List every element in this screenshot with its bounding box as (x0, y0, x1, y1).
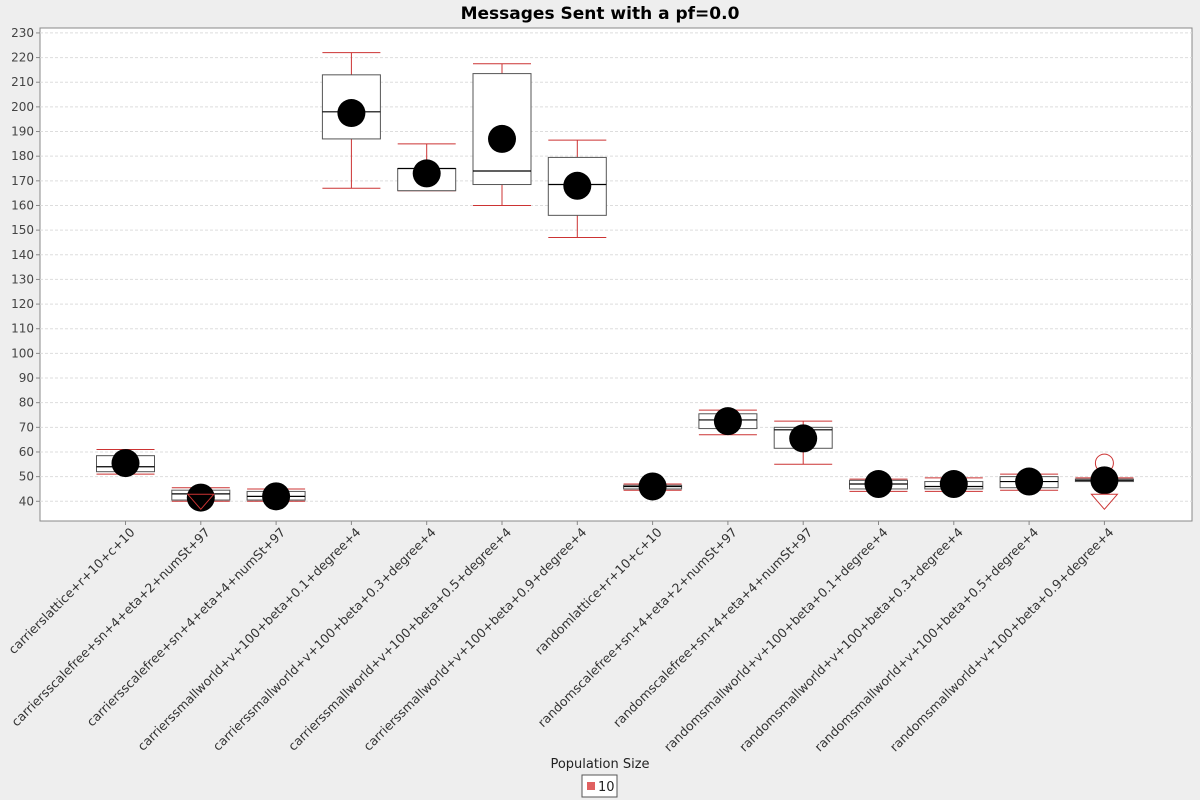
y-tick-label: 230 (11, 26, 34, 40)
legend-swatch (587, 782, 595, 790)
mean-marker (939, 470, 968, 499)
mean-marker (488, 124, 516, 153)
y-tick-label: 50 (19, 470, 34, 484)
y-tick-label: 130 (11, 272, 34, 286)
box-group (397, 143, 457, 192)
box-group (246, 482, 306, 511)
box-group (773, 420, 833, 465)
box-group (472, 63, 532, 206)
mean-marker (713, 407, 742, 436)
mean-marker (1015, 467, 1044, 496)
y-axis: 40 50 60 70 80 90 100 110 120 130 140 150 160 170 180 1… (11, 26, 40, 508)
mean-marker (563, 171, 592, 200)
grid-lines (40, 32, 1192, 502)
box-group (849, 470, 908, 499)
y-tick-label: 190 (11, 125, 34, 139)
x-category-label: randomlattice+r+10+c+10 (532, 524, 665, 657)
legend-title: Population Size (550, 757, 649, 772)
y-tick-label: 70 (19, 420, 34, 434)
legend-item-label: 10 (598, 780, 615, 795)
box-group (623, 472, 683, 501)
box-group (171, 483, 231, 512)
y-tick-label: 180 (11, 149, 34, 163)
y-tick-label: 150 (11, 223, 34, 237)
chart-title: Messages Sent with a pf=0.0 (461, 4, 740, 24)
x-axis: carrierslattice+r+10+c+10carriersscalefr… (5, 521, 1117, 754)
mean-marker (864, 470, 893, 499)
y-tick-label: 100 (11, 346, 34, 360)
y-tick-label: 220 (11, 51, 34, 65)
box-series (96, 52, 1134, 512)
y-tick-label: 210 (11, 75, 34, 89)
mean-marker (1090, 466, 1119, 495)
x-category-label: carrierslattice+r+10+c+10 (5, 524, 137, 656)
mean-marker (337, 99, 366, 128)
outlier-low (186, 493, 215, 511)
y-tick-label: 200 (11, 100, 34, 114)
y-tick-label: 140 (11, 248, 34, 262)
legend: 10 (581, 774, 618, 798)
mean-marker (186, 483, 215, 512)
mean-marker (789, 424, 818, 453)
mean-marker (262, 482, 291, 511)
box-group (547, 139, 607, 239)
y-tick-label: 160 (11, 198, 34, 212)
box-group (924, 470, 984, 499)
outlier-low (1090, 493, 1119, 511)
box-group (999, 467, 1059, 496)
y-tick-label: 110 (11, 322, 34, 336)
y-tick-label: 80 (19, 396, 34, 410)
plot-area (39, 27, 1193, 522)
box-group (1074, 453, 1134, 511)
box-group (321, 52, 381, 189)
legend-box (581, 774, 618, 798)
y-tick-label: 120 (11, 297, 34, 311)
y-tick-label: 40 (19, 494, 34, 508)
box-group (96, 449, 155, 478)
y-tick-label: 90 (19, 371, 34, 385)
box-group (698, 407, 758, 436)
mean-marker (638, 472, 667, 501)
y-tick-label: 170 (11, 174, 34, 188)
y-tick-label: 60 (19, 445, 34, 459)
mean-marker (412, 159, 441, 188)
mean-marker (111, 449, 140, 478)
